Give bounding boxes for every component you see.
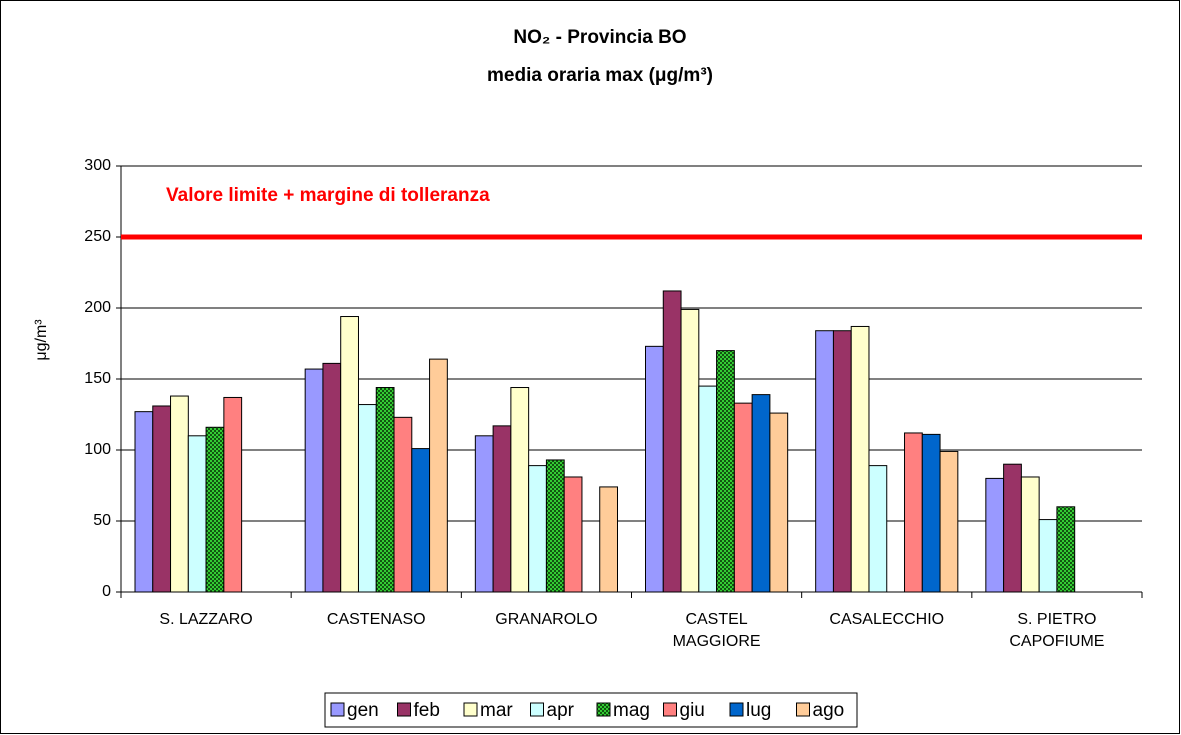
y-tick-label: 250: [84, 228, 111, 245]
bar: [429, 358, 448, 593]
bar: [340, 316, 359, 593]
bar: [152, 405, 172, 593]
legend-label: mag: [613, 700, 650, 721]
bar: [134, 411, 154, 593]
legend-label: gen: [347, 700, 379, 721]
x-tick-label: S. LAZZARO: [159, 611, 252, 628]
bar: [563, 476, 583, 593]
bar: [815, 330, 834, 593]
bar: [698, 385, 718, 593]
y-axis-label: μg/m³: [33, 319, 50, 361]
chart-subtitle: media oraria max (μg/m³): [487, 65, 713, 86]
legend-label: apr: [547, 700, 575, 721]
y-tick-label: 200: [84, 299, 111, 316]
legend-swatch: [530, 702, 544, 717]
legend-swatch: [596, 702, 611, 717]
legend-label: mar: [480, 700, 513, 721]
legend-swatch: [330, 702, 345, 717]
bar: [1056, 506, 1076, 593]
x-tick-label: CASTEL MAGGIORE: [673, 611, 761, 650]
y-tick-label: 300: [84, 157, 111, 174]
y-tick-label: 50: [93, 512, 111, 529]
bar: [304, 368, 324, 593]
legend-label: ago: [813, 700, 845, 721]
bar: [474, 435, 494, 593]
bar: [769, 412, 789, 593]
bar: [662, 290, 682, 593]
bar: [904, 432, 923, 593]
x-tick-label: GRANAROLO: [495, 611, 597, 628]
x-tick-label: S. PIETRO CAPOFIUME: [1009, 611, 1104, 650]
bar: [545, 459, 565, 593]
bar: [357, 404, 377, 593]
chart-title: NO₂ - Provincia BO: [513, 27, 686, 48]
bar: [322, 362, 342, 593]
bar: [733, 402, 753, 593]
bar: [716, 350, 735, 593]
y-tick-label: 0: [102, 583, 111, 600]
bar: [1003, 463, 1022, 593]
bar: [985, 477, 1005, 593]
reference-label: Valore limite + margine di tolleranza: [166, 185, 490, 206]
bar: [645, 345, 664, 593]
y-tick-label: 100: [84, 441, 111, 458]
legend-swatch: [796, 702, 810, 717]
bar: [393, 416, 413, 593]
bar: [751, 394, 771, 593]
legend-box: [324, 692, 858, 728]
bar: [868, 465, 888, 593]
bar: [832, 330, 852, 593]
legend-swatch: [729, 702, 744, 717]
bar: [223, 396, 243, 593]
bar: [850, 325, 870, 593]
legend-swatch: [397, 702, 411, 717]
bar: [1038, 519, 1058, 593]
bar: [510, 387, 530, 593]
bar: [205, 426, 225, 593]
x-tick-label: CASTENASO: [327, 611, 426, 628]
bar: [528, 465, 547, 593]
bar: [680, 308, 700, 593]
bar: [170, 395, 189, 593]
legend-label: feb: [414, 700, 440, 721]
bar: [492, 425, 512, 593]
bar: [1020, 476, 1040, 593]
legend-swatch: [463, 702, 478, 717]
legend-swatch: [663, 702, 677, 717]
legend-label: giu: [680, 700, 705, 721]
bar: [921, 433, 941, 593]
bar: [187, 435, 207, 593]
bar: [375, 387, 395, 593]
bar: [411, 448, 431, 593]
y-tick-label: 150: [84, 370, 111, 387]
legend-label: lug: [746, 700, 771, 721]
bar: [599, 486, 619, 593]
x-tick-label: CASALECCHIO: [829, 611, 944, 628]
bar: [939, 450, 959, 593]
